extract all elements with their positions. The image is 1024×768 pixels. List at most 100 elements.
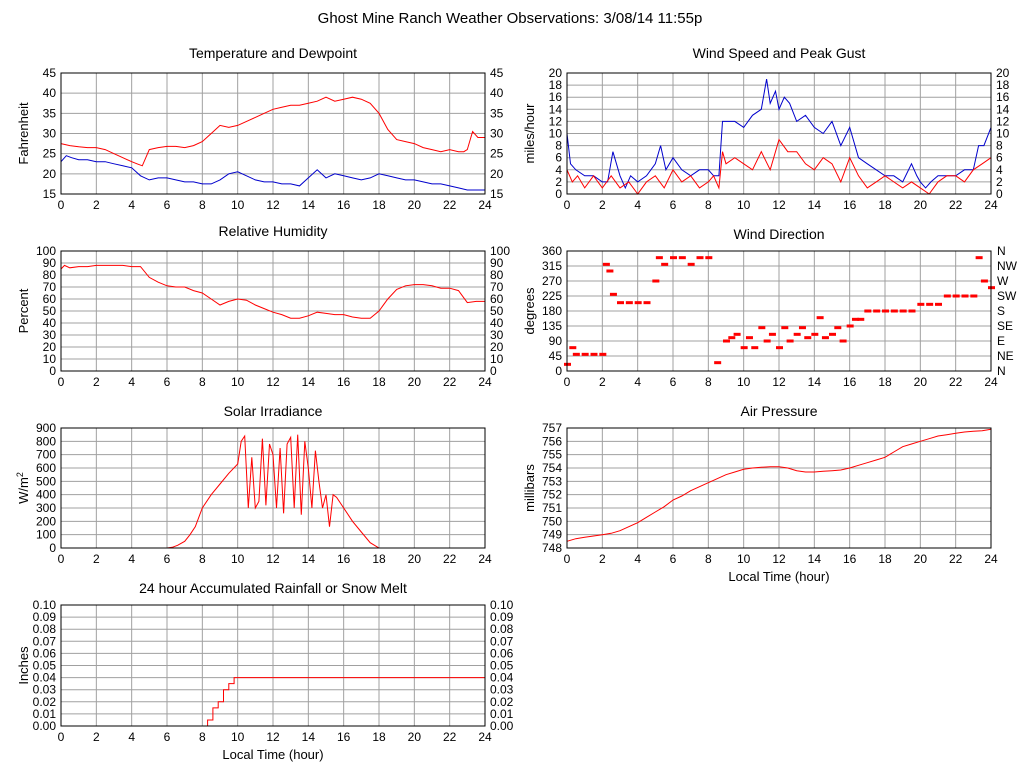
direction-point: [740, 346, 748, 350]
x-tick-label: 10: [231, 198, 245, 212]
y-tick-label: 18: [549, 78, 563, 92]
x-tick-label: 14: [302, 198, 316, 212]
compass-label: W: [997, 274, 1009, 288]
direction-point: [617, 301, 624, 305]
x-tick-label: 16: [843, 375, 857, 389]
direction-point: [952, 294, 960, 298]
y-tick-label: 752: [542, 488, 562, 502]
y-tick-label: 753: [542, 474, 562, 488]
x-tick-label: 2: [599, 375, 606, 389]
y-tick-label: 748: [542, 541, 562, 555]
y-tick-label-right: 20: [996, 66, 1010, 80]
x-tick-label: 20: [408, 375, 422, 389]
y-tick-label: 200: [36, 514, 56, 528]
y-tick-label-right: 0.07: [490, 634, 514, 648]
x-tick-label: 2: [93, 552, 100, 566]
x-tick-label: 10: [231, 375, 245, 389]
y-tick-label: 0: [49, 541, 56, 555]
ylabel-superscript: 2: [15, 472, 25, 477]
x-tick-label: 10: [737, 552, 751, 566]
direction-point: [763, 339, 771, 343]
y-tick-label-right: 0.04: [490, 671, 514, 685]
y-tick-label: 0.01: [33, 707, 57, 721]
y-tick-label-right: 0.06: [490, 646, 514, 660]
x-tick-label: 4: [634, 552, 641, 566]
direction-point: [751, 346, 759, 350]
y-tick-label: 751: [542, 501, 562, 515]
y-tick-label-right: 10: [490, 352, 504, 366]
y-tick-label: 0.09: [33, 610, 57, 624]
direction-point: [728, 336, 736, 340]
x-tick-label: 4: [634, 375, 641, 389]
direction-point: [864, 309, 872, 313]
x-tick-label: 0: [564, 198, 571, 212]
x-tick-label: 12: [266, 375, 280, 389]
y-tick-label-right: 0.00: [490, 719, 514, 733]
temperature-series-blue-line: [60, 155, 485, 191]
x-tick-label: 4: [128, 375, 135, 389]
temperature-series-red-line: [60, 96, 485, 167]
x-tick-label: 0: [58, 730, 65, 744]
direction-point: [733, 332, 741, 336]
x-tick-label: 12: [772, 198, 786, 212]
x-tick-label: 10: [737, 375, 751, 389]
x-tick-label: 16: [843, 198, 857, 212]
x-tick-label: 20: [914, 375, 928, 389]
y-tick-label: 0.04: [33, 671, 57, 685]
x-tick-label: 14: [808, 552, 822, 566]
y-tick-label: 20: [43, 340, 57, 354]
y-tick-label-right: 2: [996, 175, 1003, 189]
x-tick-label: 2: [599, 552, 606, 566]
x-tick-label: 18: [372, 730, 386, 744]
x-tick-label: 20: [914, 198, 928, 212]
x-tick-label: 0: [58, 198, 65, 212]
compass-label: N: [997, 244, 1006, 258]
wind_speed-series-blue-line: [566, 79, 992, 190]
direction-point: [590, 352, 598, 356]
y-tick-label: 45: [43, 66, 57, 80]
pressure-title: Air Pressure: [740, 403, 817, 419]
direction-point: [609, 292, 617, 296]
x-tick-label: 22: [443, 730, 457, 744]
y-tick-label-right: 16: [996, 90, 1010, 104]
x-tick-label: 22: [949, 198, 963, 212]
x-tick-label: 12: [266, 730, 280, 744]
direction-point: [768, 332, 776, 336]
direction-point: [846, 324, 854, 328]
x-tick-label: 16: [843, 552, 857, 566]
compass-label: NW: [997, 259, 1018, 273]
y-tick-label-right: 45: [490, 66, 504, 80]
x-tick-label: 24: [984, 198, 998, 212]
solar-ylabel: W/m2: [15, 472, 31, 504]
direction-point: [851, 317, 859, 321]
direction-point: [634, 301, 642, 305]
x-tick-label: 6: [670, 552, 677, 566]
wind_speed-series-red-line: [566, 138, 992, 195]
y-tick-label: 12: [549, 114, 563, 128]
x-tick-label: 18: [372, 198, 386, 212]
x-tick-label: 20: [408, 198, 422, 212]
x-tick-label: 24: [478, 375, 492, 389]
y-tick-label: 0.05: [33, 659, 57, 673]
y-tick-label: 35: [43, 106, 57, 120]
humidity-ylabel: Percent: [16, 288, 31, 333]
y-tick-label: 90: [549, 334, 563, 348]
x-tick-label: 18: [878, 198, 892, 212]
x-tick-label: 16: [337, 730, 351, 744]
y-tick-label: 0.00: [33, 719, 57, 733]
y-tick-label: 10: [43, 352, 57, 366]
y-tick-label: 0: [555, 364, 562, 378]
y-tick-label-right: 25: [490, 147, 504, 161]
x-tick-label: 16: [337, 375, 351, 389]
y-tick-label: 100: [36, 528, 56, 542]
y-tick-label-right: 0.10: [490, 598, 514, 612]
direction-point: [857, 317, 865, 321]
x-tick-label: 22: [443, 375, 457, 389]
direction-point: [890, 309, 898, 313]
y-tick-label: 6: [555, 151, 562, 165]
